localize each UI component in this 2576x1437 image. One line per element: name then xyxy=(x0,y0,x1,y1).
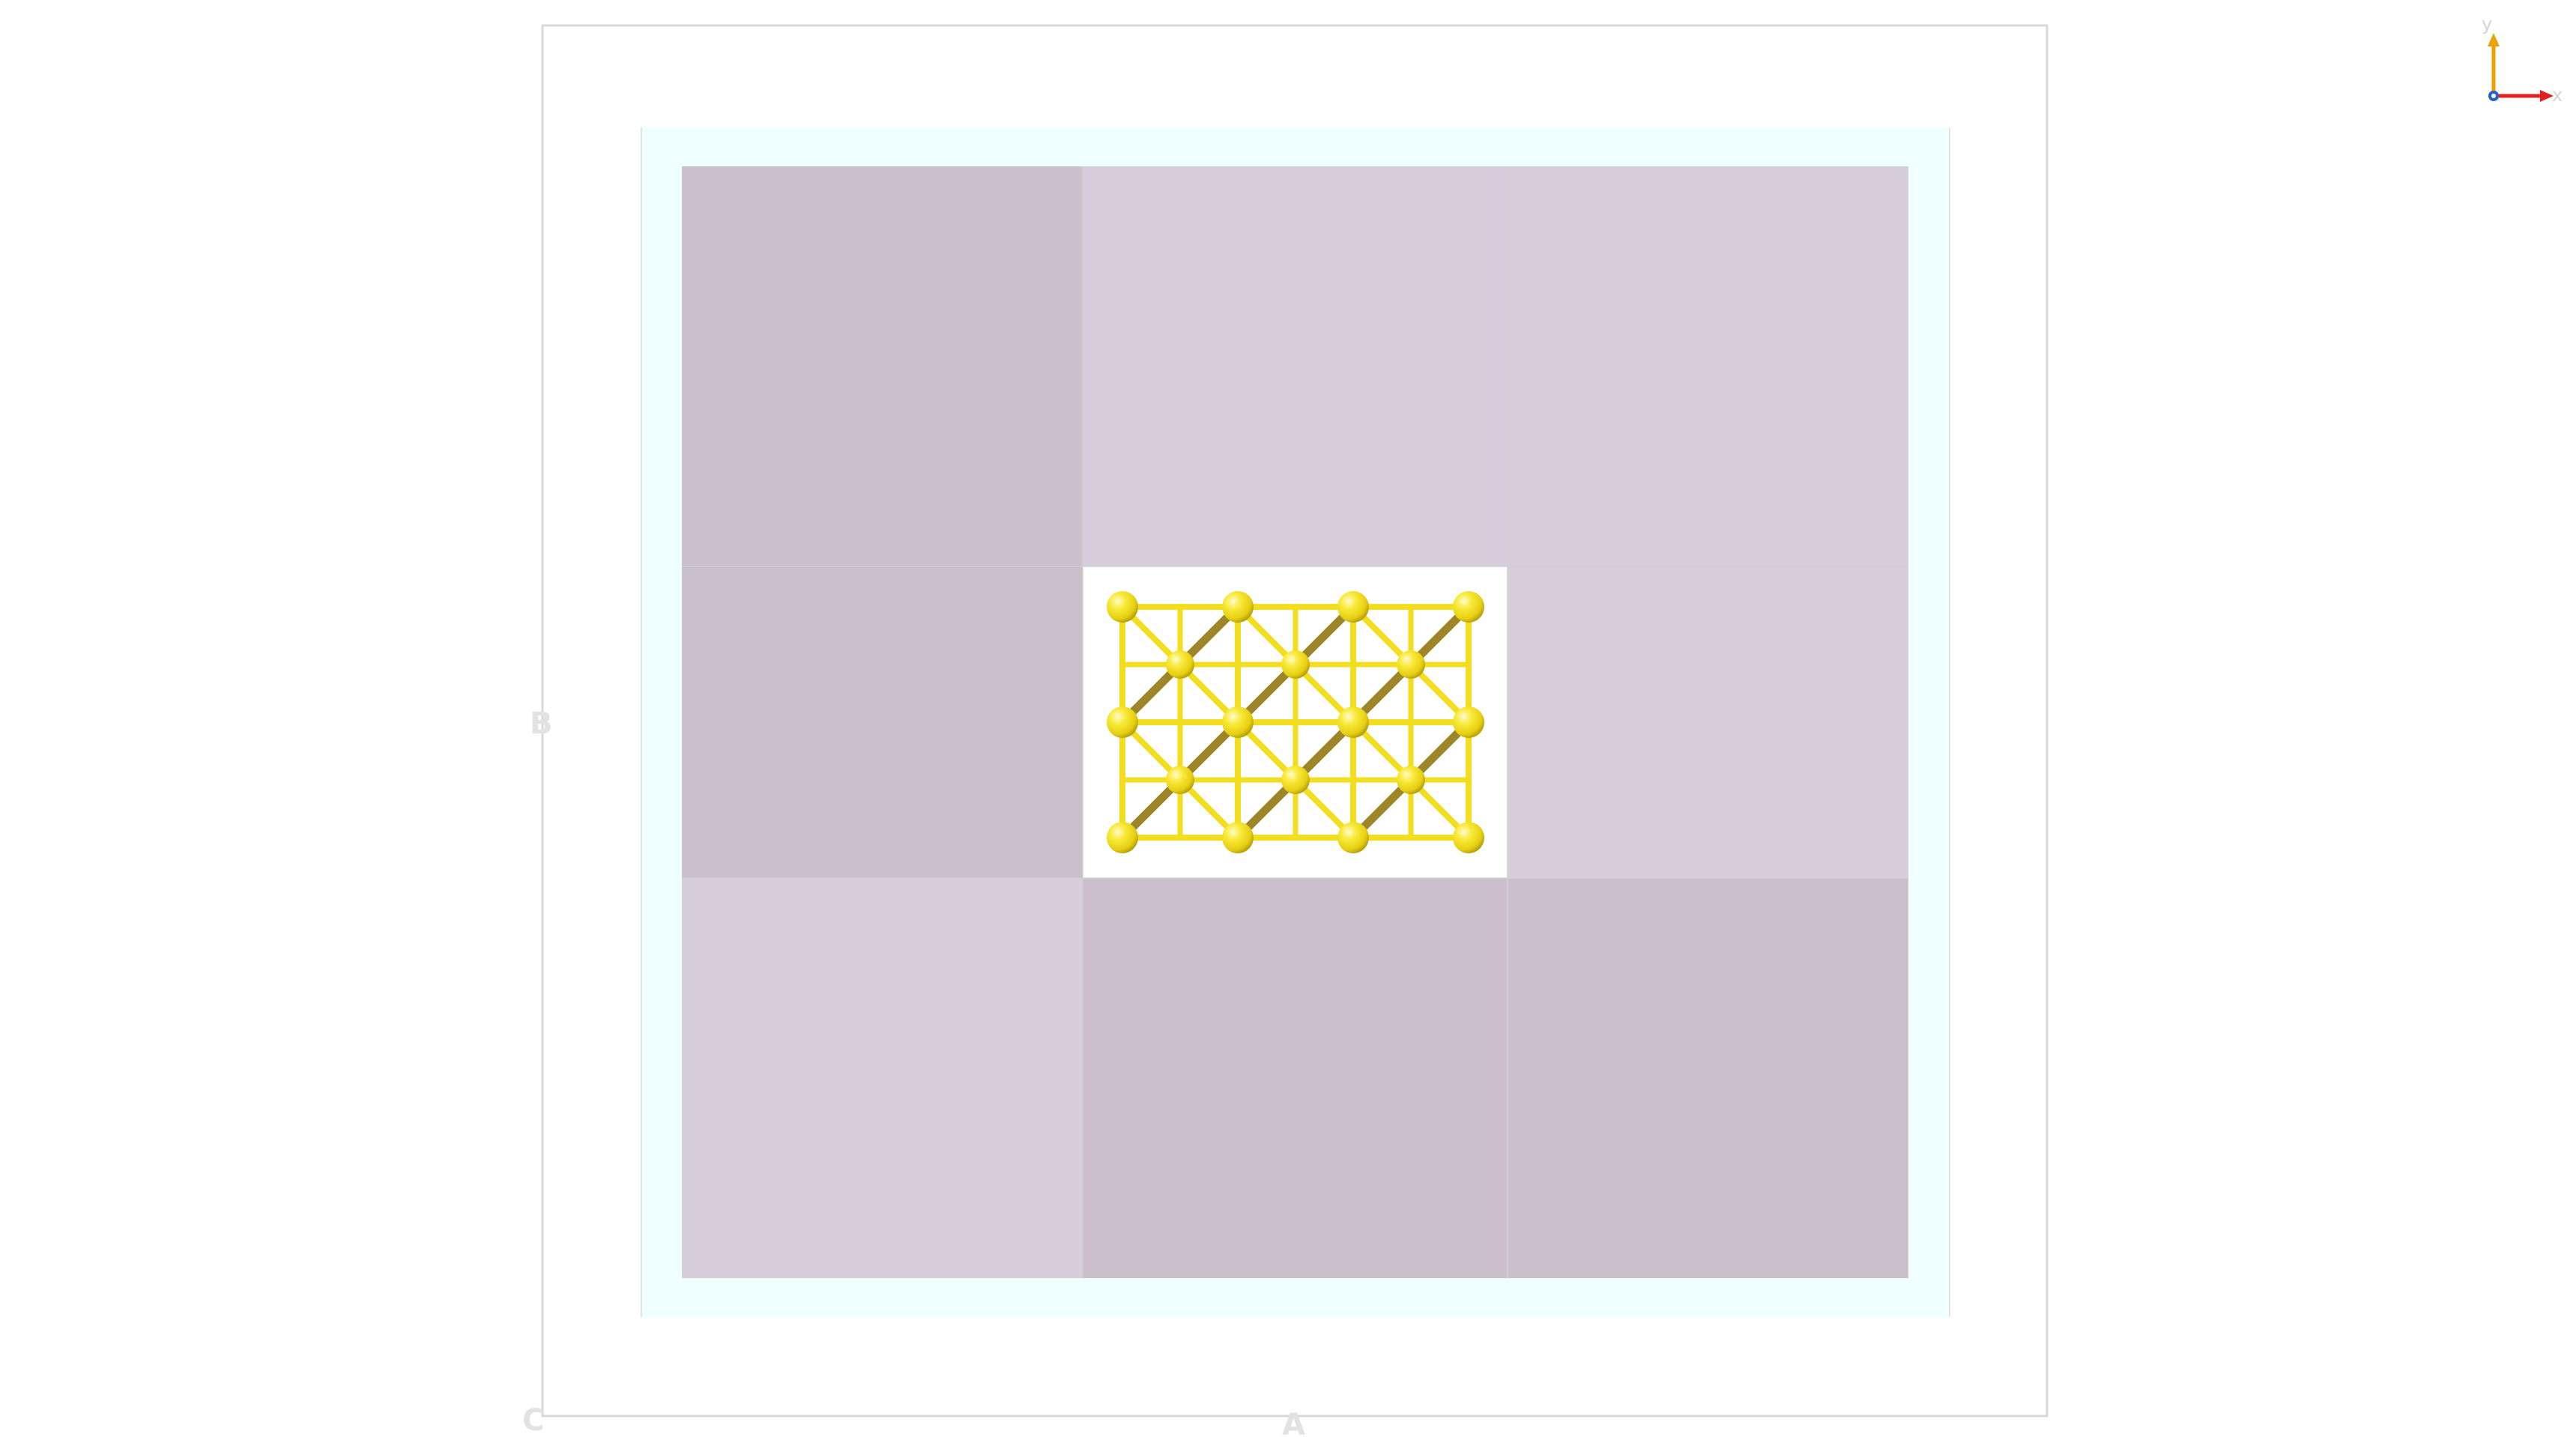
periodic-image-panels xyxy=(682,166,1908,1278)
panel-r0-c0 xyxy=(682,166,1083,566)
panel-r2-c0 xyxy=(682,878,1083,1278)
corner-atom-7 xyxy=(1453,707,1484,738)
panel-r2-c2 xyxy=(1508,878,1908,1278)
axis-label-a: A xyxy=(1282,1408,1305,1437)
triad-y-arrowhead xyxy=(2488,33,2500,46)
axis-label-c: C xyxy=(522,1403,545,1437)
face-atom-2 xyxy=(1397,650,1425,679)
corner-atom-3 xyxy=(1453,591,1484,623)
panel-r1-c0 xyxy=(682,566,1083,878)
atoms xyxy=(1107,591,1484,853)
axis-label-b: B xyxy=(530,707,553,741)
triad-x-arrowhead xyxy=(2540,90,2554,102)
unit-cell-frame xyxy=(541,24,2049,1418)
panel-r1-c2 xyxy=(1508,566,1908,878)
corner-atom-0 xyxy=(1107,591,1138,623)
face-atom-0 xyxy=(1166,650,1194,679)
face-atom-5 xyxy=(1397,766,1425,794)
corner-atom-9 xyxy=(1222,822,1254,853)
orientation-triad[interactable] xyxy=(2488,33,2554,102)
triad-label-y: y xyxy=(2482,13,2493,34)
panel-r2-c1 xyxy=(1083,878,1508,1278)
corner-atom-11 xyxy=(1453,822,1484,853)
corner-atom-10 xyxy=(1337,822,1369,853)
triad-origin xyxy=(2491,94,2496,98)
corner-atom-4 xyxy=(1107,707,1138,738)
face-atom-3 xyxy=(1166,766,1194,794)
triad-label-x: x xyxy=(2552,85,2563,106)
corner-atom-1 xyxy=(1222,591,1254,623)
corner-atom-8 xyxy=(1107,822,1138,853)
corner-atom-2 xyxy=(1337,591,1369,623)
corner-atom-6 xyxy=(1337,707,1369,738)
face-atom-4 xyxy=(1281,766,1310,794)
panel-r0-c1 xyxy=(1083,166,1508,566)
face-atom-1 xyxy=(1281,650,1310,679)
corner-atom-5 xyxy=(1222,707,1254,738)
panel-r0-c2 xyxy=(1508,166,1908,566)
